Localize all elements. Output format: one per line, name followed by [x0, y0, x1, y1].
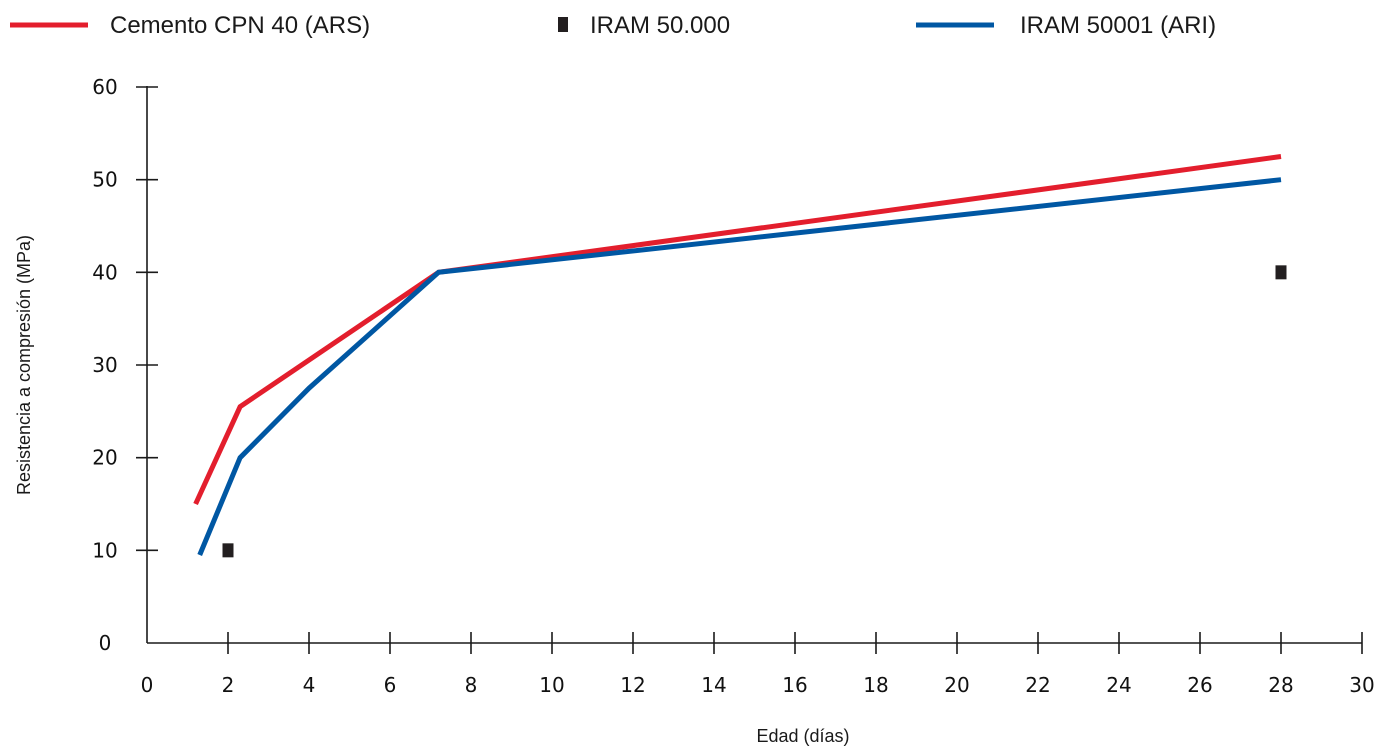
legend-label-iram-50-000: IRAM 50.000 [590, 12, 730, 39]
y-tick-label: 20 [92, 446, 117, 470]
legend-label-iram-50001-ari: IRAM 50001 (ARI) [1020, 12, 1216, 39]
series-line-cemento-cpn-40-ars [193, 154, 1282, 506]
y-tick-label: 50 [92, 168, 117, 192]
y-axis-title: Resistencia a compresión (MPa) [14, 235, 34, 495]
series-line-iram-50001-ari [197, 177, 1282, 556]
x-tick-label: 16 [782, 673, 807, 697]
x-tick-label: 6 [384, 673, 397, 697]
plot-area [193, 154, 1287, 558]
x-tick-label: 4 [303, 673, 316, 697]
data-point-iram-50-000 [222, 543, 234, 558]
x-tick-label: 24 [1106, 673, 1131, 697]
x-tick-label: 30 [1349, 673, 1374, 697]
x-tick-label: 14 [701, 673, 726, 697]
x-tick-label: 12 [620, 673, 645, 697]
data-point-iram-50-000 [1275, 265, 1287, 280]
y-tick-label: 60 [92, 75, 117, 99]
y-tick-label: 10 [92, 538, 117, 562]
x-axis-title: Edad (días) [756, 726, 849, 746]
x-tick-label: 10 [539, 673, 564, 697]
x-tick-label: 22 [1025, 673, 1050, 697]
x-tick-label: 20 [944, 673, 969, 697]
y-tick-label: 30 [92, 353, 117, 377]
x-tick-label: 2 [222, 673, 235, 697]
x-tick-label: 0 [141, 673, 154, 697]
legend-swatch-iram-50-000 [558, 17, 568, 32]
y-tick-label: 0 [99, 631, 112, 655]
legend-label-cemento-cpn-40-ars: Cemento CPN 40 (ARS) [110, 12, 370, 39]
y-tick-label: 40 [92, 260, 117, 284]
legend: Cemento CPN 40 (ARS) IRAM 50.000 IRAM 5000… [10, 12, 1216, 39]
x-tick-label: 28 [1268, 673, 1293, 697]
x-tick-label: 26 [1187, 673, 1212, 697]
x-tick-label: 18 [863, 673, 888, 697]
x-tick-label: 8 [465, 673, 478, 697]
